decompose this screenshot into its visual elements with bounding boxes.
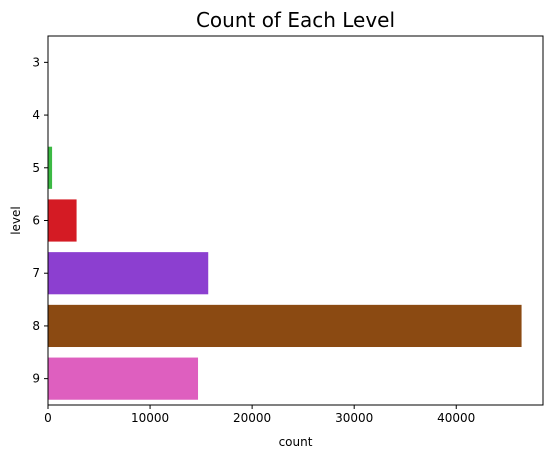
y-tick-label: 4 <box>32 108 40 122</box>
bars-group <box>48 93 522 400</box>
x-tick-label: 0 <box>44 411 52 425</box>
x-tick-label: 30000 <box>335 411 373 425</box>
y-tick-label: 8 <box>32 319 40 333</box>
y-axis-label: level <box>9 206 23 235</box>
bar-level-7 <box>48 252 209 295</box>
bar-level-8 <box>48 304 522 348</box>
y-tick-label: 5 <box>32 161 40 175</box>
plot-frame <box>47 35 544 406</box>
x-axis-ticks: 0 10000 20000 30000 40000 <box>44 405 475 425</box>
chart-title: Count of Each Level <box>196 8 395 32</box>
y-tick-label: 9 <box>32 372 40 386</box>
y-tick-label: 3 <box>32 55 40 69</box>
y-tick-label: 6 <box>32 214 40 228</box>
x-tick-label: 40000 <box>437 411 475 425</box>
y-axis-ticks: 3 4 5 6 7 8 9 <box>32 55 48 386</box>
x-tick-label: 10000 <box>131 411 169 425</box>
y-tick-label: 7 <box>32 266 40 280</box>
bar-level-6 <box>48 199 77 242</box>
x-tick-label: 20000 <box>233 411 271 425</box>
x-axis-label: count <box>279 435 313 449</box>
bar-level-5 <box>48 146 53 189</box>
bar-level-9 <box>48 357 199 400</box>
